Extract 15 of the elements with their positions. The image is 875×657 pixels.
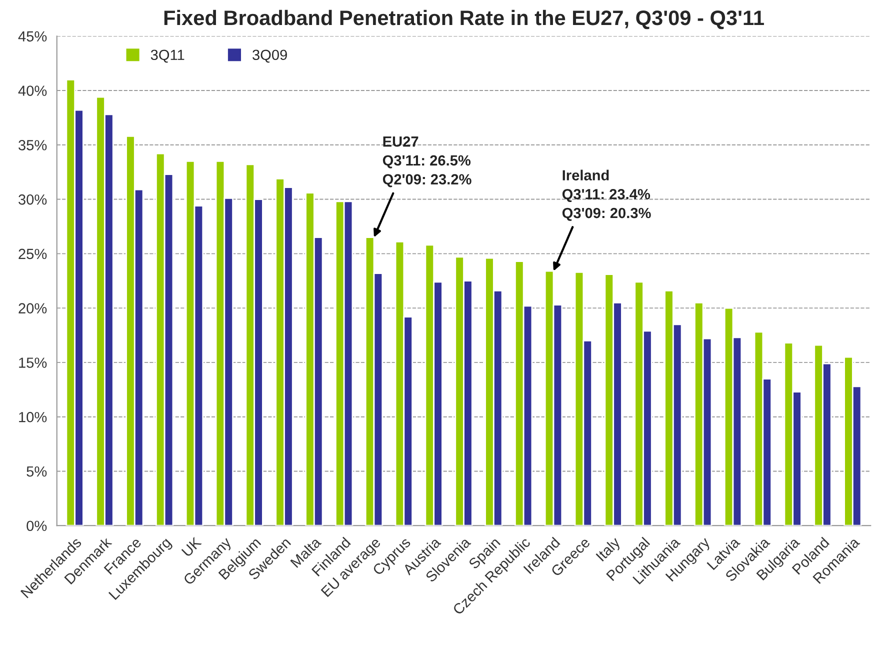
y-tick-label: 30% bbox=[18, 194, 47, 205]
y-tick-label: 5% bbox=[26, 466, 47, 477]
y-tick-label: 10% bbox=[19, 412, 47, 422]
annotation: EU27 Q3'11: 26.5% Q2'09: 23.2% bbox=[382, 136, 472, 188]
y-tick-label: 20% bbox=[18, 303, 47, 314]
y-tick-label: 25% bbox=[18, 248, 47, 260]
y-tick-label: 40% bbox=[18, 86, 47, 96]
annotation: Ireland Q3'11: 23.4% Q3'09: 20.3% bbox=[562, 170, 651, 221]
y-tick-label: 15% bbox=[19, 358, 47, 368]
y-tick-label: 35% bbox=[18, 140, 47, 150]
legend-label: 3Q11 bbox=[150, 50, 184, 63]
y-tick-label: 45% bbox=[18, 31, 47, 42]
y-tick-label: 0% bbox=[26, 520, 47, 532]
chart-title: Fixed Broadband Penetration Rate in the EU27, Q3'09 - Q3'11 bbox=[164, 10, 764, 30]
legend-label: 3Q09 bbox=[252, 50, 287, 63]
